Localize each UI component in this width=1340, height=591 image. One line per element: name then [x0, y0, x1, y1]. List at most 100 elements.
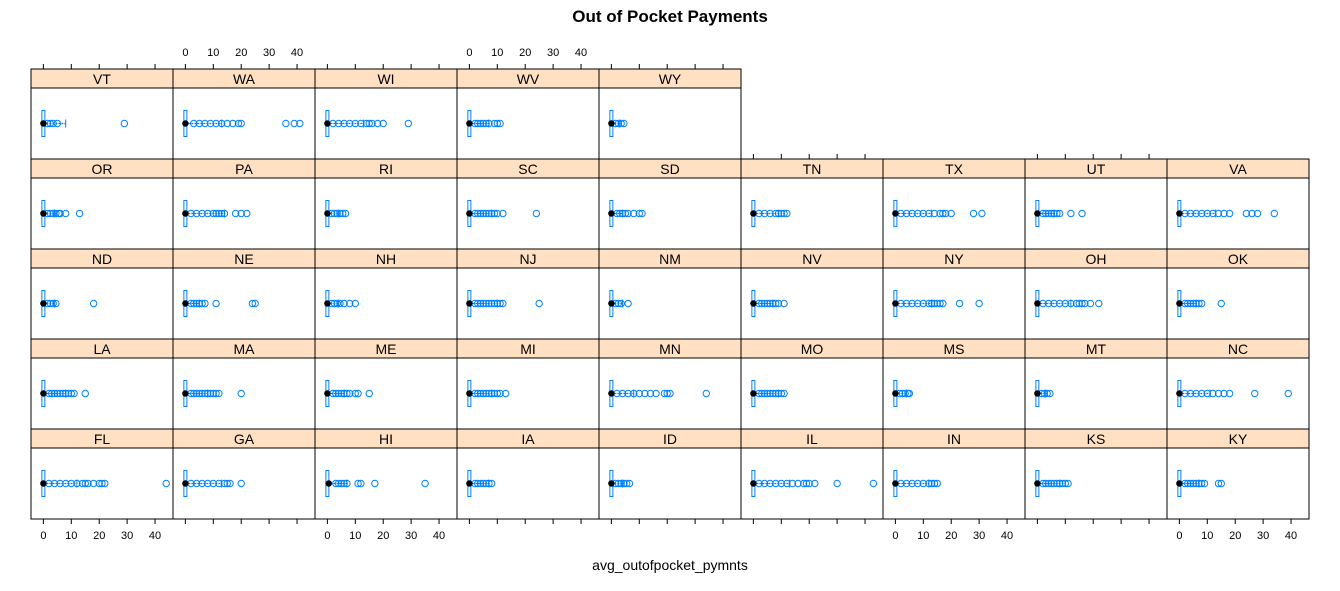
x-tick-label: 10: [207, 47, 219, 59]
outlier-point: [101, 479, 109, 488]
outlier-point: [201, 119, 209, 128]
x-tick-label: 40: [433, 530, 445, 542]
outlier-point: [1186, 479, 1195, 488]
panel-strip-label: NJ: [519, 251, 536, 267]
panel-nh: NH: [314, 248, 458, 340]
outlier-point: [1203, 209, 1211, 218]
outlier-point: [46, 209, 55, 218]
outlier-point: [936, 209, 944, 218]
outlier-point: [914, 479, 922, 488]
median-dot: [1176, 480, 1183, 487]
panel-mn: MN: [598, 338, 742, 430]
panel-strip-label: ND: [92, 251, 112, 267]
outlier-point: [485, 119, 493, 128]
outlier-point: [496, 389, 504, 398]
panel-ia: IA: [456, 428, 600, 520]
outlier-point: [474, 479, 482, 488]
outlier-point: [902, 209, 911, 218]
outlier-point: [766, 389, 774, 398]
outlier-point: [190, 119, 198, 128]
outlier-point: [774, 299, 783, 308]
outlier-point: [1220, 209, 1228, 218]
x-tick-label: 40: [1001, 530, 1013, 542]
panel-il: IL: [740, 428, 884, 520]
panel-strip-label: KY: [1229, 431, 1248, 447]
x-tick-label: 0: [182, 47, 188, 59]
outlier-point: [53, 119, 62, 128]
outlier-point: [67, 479, 75, 488]
outlier-point: [499, 299, 507, 308]
panel-nv: NV: [740, 248, 884, 340]
outlier-point: [198, 479, 206, 488]
outlier-point: [357, 119, 365, 128]
outlier-point: [1217, 479, 1225, 488]
outlier-point: [811, 479, 819, 488]
outlier-point: [927, 479, 936, 488]
panel-strip-label: MS: [944, 341, 965, 357]
outlier-point: [212, 299, 220, 308]
panel-strip-label: GA: [234, 431, 255, 447]
panel-strip-label: IN: [947, 431, 961, 447]
outlier-point: [482, 119, 490, 128]
panel-sd: SD: [598, 158, 742, 250]
outlier-point: [769, 389, 777, 398]
outlier-point: [620, 119, 628, 128]
outlier-point: [1242, 209, 1251, 218]
outlier-point: [282, 119, 290, 128]
outlier-point: [330, 209, 339, 218]
median-dot: [750, 390, 757, 397]
outlier-point: [1192, 209, 1200, 218]
outlier-point: [635, 389, 643, 398]
outlier-point: [215, 209, 223, 218]
outlier-point: [936, 299, 944, 308]
panel-strip-label: SC: [518, 161, 537, 177]
panel-plot-frame: [30, 87, 174, 160]
panel-strip-label: VT: [93, 71, 111, 87]
outlier-point: [496, 299, 504, 308]
outlier-point: [346, 389, 354, 398]
x-tick-label: 20: [519, 47, 531, 59]
x-tick-label: 10: [65, 530, 77, 542]
outlier-point: [925, 209, 933, 218]
x-tick-label: 0: [1176, 530, 1182, 542]
outlier-point: [760, 479, 769, 488]
outlier-point: [192, 299, 201, 308]
panel-strip-label: MA: [234, 341, 256, 357]
panel-ut: UT: [1024, 158, 1168, 250]
panel-plot-frame: [598, 87, 742, 160]
outlier-point: [195, 119, 204, 128]
outlier-point: [933, 479, 941, 488]
outlier-point: [490, 299, 499, 308]
outlier-point: [204, 209, 212, 218]
outlier-point: [237, 389, 245, 398]
median-dot: [608, 390, 615, 397]
outlier-point: [905, 389, 914, 398]
outlier-point: [802, 479, 811, 488]
outlier-point: [474, 209, 482, 218]
outlier-point: [195, 389, 204, 398]
panel-plot-frame: [740, 177, 884, 250]
outlier-point: [1214, 209, 1223, 218]
outlier-point: [81, 389, 89, 398]
panel-nj: NJ: [456, 248, 600, 340]
bottom-ticks-col-8: [1036, 519, 1150, 524]
outlier-point: [1200, 479, 1209, 488]
panel-strip-label: RI: [379, 161, 393, 177]
median-dot: [608, 480, 615, 487]
outlier-point: [1067, 299, 1075, 308]
bottom-axis-col-7: 0 10 20 30 40: [892, 519, 1013, 542]
outlier-point: [1270, 209, 1278, 218]
outlier-point: [939, 209, 947, 218]
outlier-point: [625, 479, 634, 488]
outlier-point: [204, 389, 212, 398]
outlier-point: [1044, 479, 1053, 488]
outlier-point: [56, 479, 64, 488]
panel-ga: GA: [172, 428, 316, 520]
outlier-point: [78, 479, 87, 488]
outlier-point: [46, 299, 55, 308]
median-dot: [608, 120, 615, 127]
outlier-point: [337, 389, 346, 398]
outlier-point: [978, 209, 986, 218]
outlier-point: [614, 479, 623, 488]
